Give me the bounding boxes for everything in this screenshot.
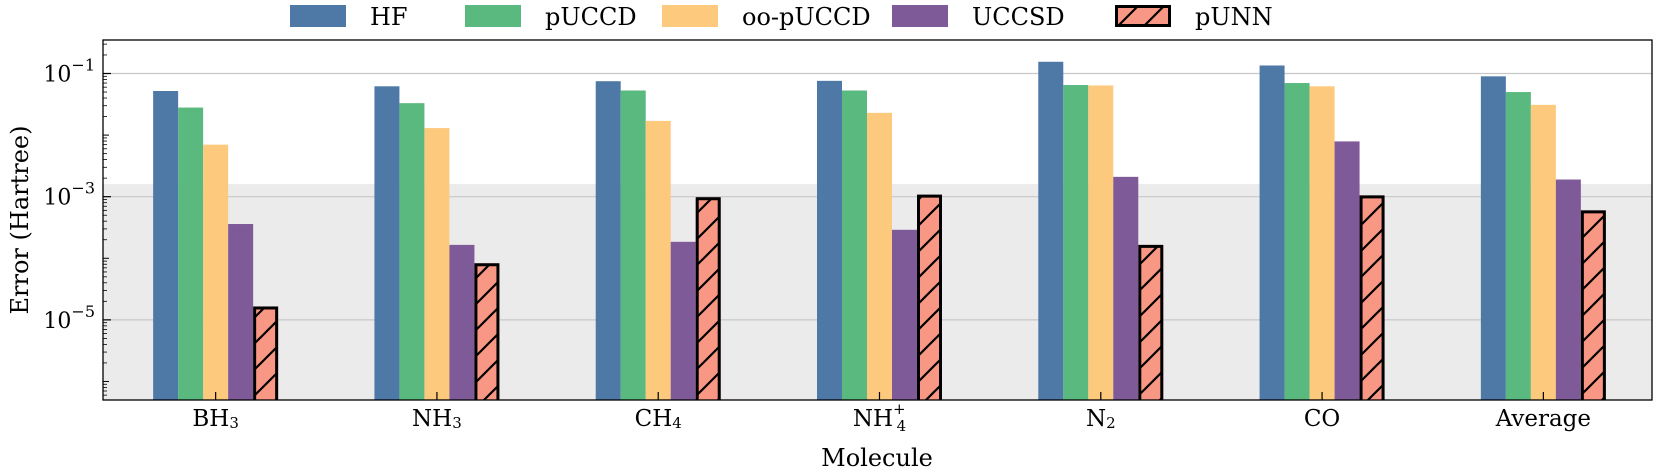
bar-puccd — [1505, 92, 1531, 400]
category-base: BH — [192, 406, 229, 432]
bar-puccd — [1284, 83, 1310, 400]
bar-oo-puccd — [203, 144, 229, 400]
x-category-label: BH3 — [192, 406, 239, 432]
bar-oo-puccd — [1309, 86, 1335, 400]
bar-uccsd — [449, 244, 475, 400]
x-category-label: CO — [1304, 406, 1340, 432]
bar-uccsd — [1334, 141, 1360, 400]
y-tick-label: 10−5 — [43, 302, 95, 334]
y-tick-base: 10 — [43, 186, 71, 211]
bar-hatch-punn — [695, 197, 721, 400]
legend-label-punn: pUNN — [1195, 3, 1273, 31]
bar-oo-puccd — [867, 112, 892, 400]
legend-hatch-punn — [1115, 5, 1171, 27]
x-category-label: NH+ 4 — [853, 400, 906, 435]
bar-hf — [1480, 76, 1506, 400]
bar-hf — [1259, 65, 1285, 400]
x-category-label: CH4 — [635, 406, 682, 432]
bar-puccd — [842, 90, 867, 400]
category-base: N — [1086, 406, 1106, 432]
y-tick-exponent: −1 — [71, 56, 95, 75]
y-tick-label: 10−3 — [43, 179, 95, 211]
category-base: NH — [412, 406, 452, 432]
category-subscript: 3 — [452, 414, 462, 432]
bar-oo-puccd — [1088, 85, 1114, 400]
legend: HF pUCCD oo-pUCCD UCCSD pUNN — [290, 3, 1273, 31]
category-base: NH — [853, 406, 893, 432]
bar-uccsd — [1113, 176, 1139, 400]
category-base: CH — [635, 406, 673, 432]
bar-hf — [374, 86, 400, 400]
x-axis-title: Molecule — [821, 444, 933, 472]
legend-swatch-uccsd — [892, 5, 948, 27]
bar-hf — [1038, 61, 1064, 400]
x-category-label: NH3 — [412, 406, 462, 432]
bar-hf — [153, 91, 179, 400]
y-tick-base: 10 — [43, 63, 71, 88]
bar-oo-puccd — [424, 128, 450, 400]
bar-hatch-punn — [1359, 195, 1385, 400]
category-base: CO — [1304, 406, 1340, 432]
y-tick-exponent: −3 — [71, 179, 95, 198]
legend-swatch-oo-puccd — [662, 5, 718, 27]
legend-swatch-puccd — [465, 5, 521, 27]
x-category-label: N2 — [1086, 406, 1116, 432]
x-axis-category-labels: BH3 NH3 CH4 NH+ 4 N2 CO Average — [192, 392, 1591, 435]
bar-puccd — [1063, 85, 1089, 400]
legend-label-oo-puccd: oo-pUCCD — [742, 3, 871, 31]
bar-hatch-punn — [253, 306, 279, 400]
bar-oo-puccd — [1530, 104, 1556, 400]
plot-frame — [102, 39, 1653, 401]
y-tick-label: 10−1 — [43, 56, 95, 88]
legend-swatch-hf — [290, 5, 346, 27]
legend-label-uccsd: UCCSD — [972, 3, 1065, 31]
bar-uccsd — [670, 241, 696, 400]
x-category-label: Average — [1495, 406, 1591, 432]
bar-uccsd — [892, 229, 917, 400]
y-axis-title: Error (Hartree) — [6, 126, 34, 315]
bar-puccd — [620, 90, 646, 400]
bar-hatch-punn — [1138, 244, 1164, 400]
bar-hf — [595, 81, 621, 400]
bar-hatch-punn — [917, 194, 942, 400]
bar-hatch-punn — [1580, 210, 1606, 400]
plot-border — [102, 39, 1653, 401]
category-subscript: 2 — [1106, 414, 1116, 432]
bar-oo-puccd — [645, 120, 671, 400]
y-tick-base: 10 — [43, 309, 71, 334]
y-tick-exponent: −5 — [71, 302, 95, 321]
category-subscript: 4 — [672, 414, 682, 432]
legend-label-hf: HF — [370, 3, 408, 31]
y-axis-ticks: 10−110−310−5 — [43, 43, 111, 401]
category-subscript: 4 — [897, 417, 907, 435]
bar-hatch-punn — [474, 263, 500, 400]
bars-group — [153, 61, 1606, 400]
legend-label-puccd: pUCCD — [545, 3, 637, 31]
bar-hf — [817, 80, 842, 400]
category-superscript: + — [893, 400, 906, 418]
bar-uccsd — [228, 224, 254, 400]
category-base: Average — [1495, 406, 1591, 432]
bar-uccsd — [1555, 179, 1581, 400]
category-subscript: 3 — [229, 414, 239, 432]
bar-puccd — [399, 103, 425, 400]
bar-puccd — [178, 107, 204, 400]
